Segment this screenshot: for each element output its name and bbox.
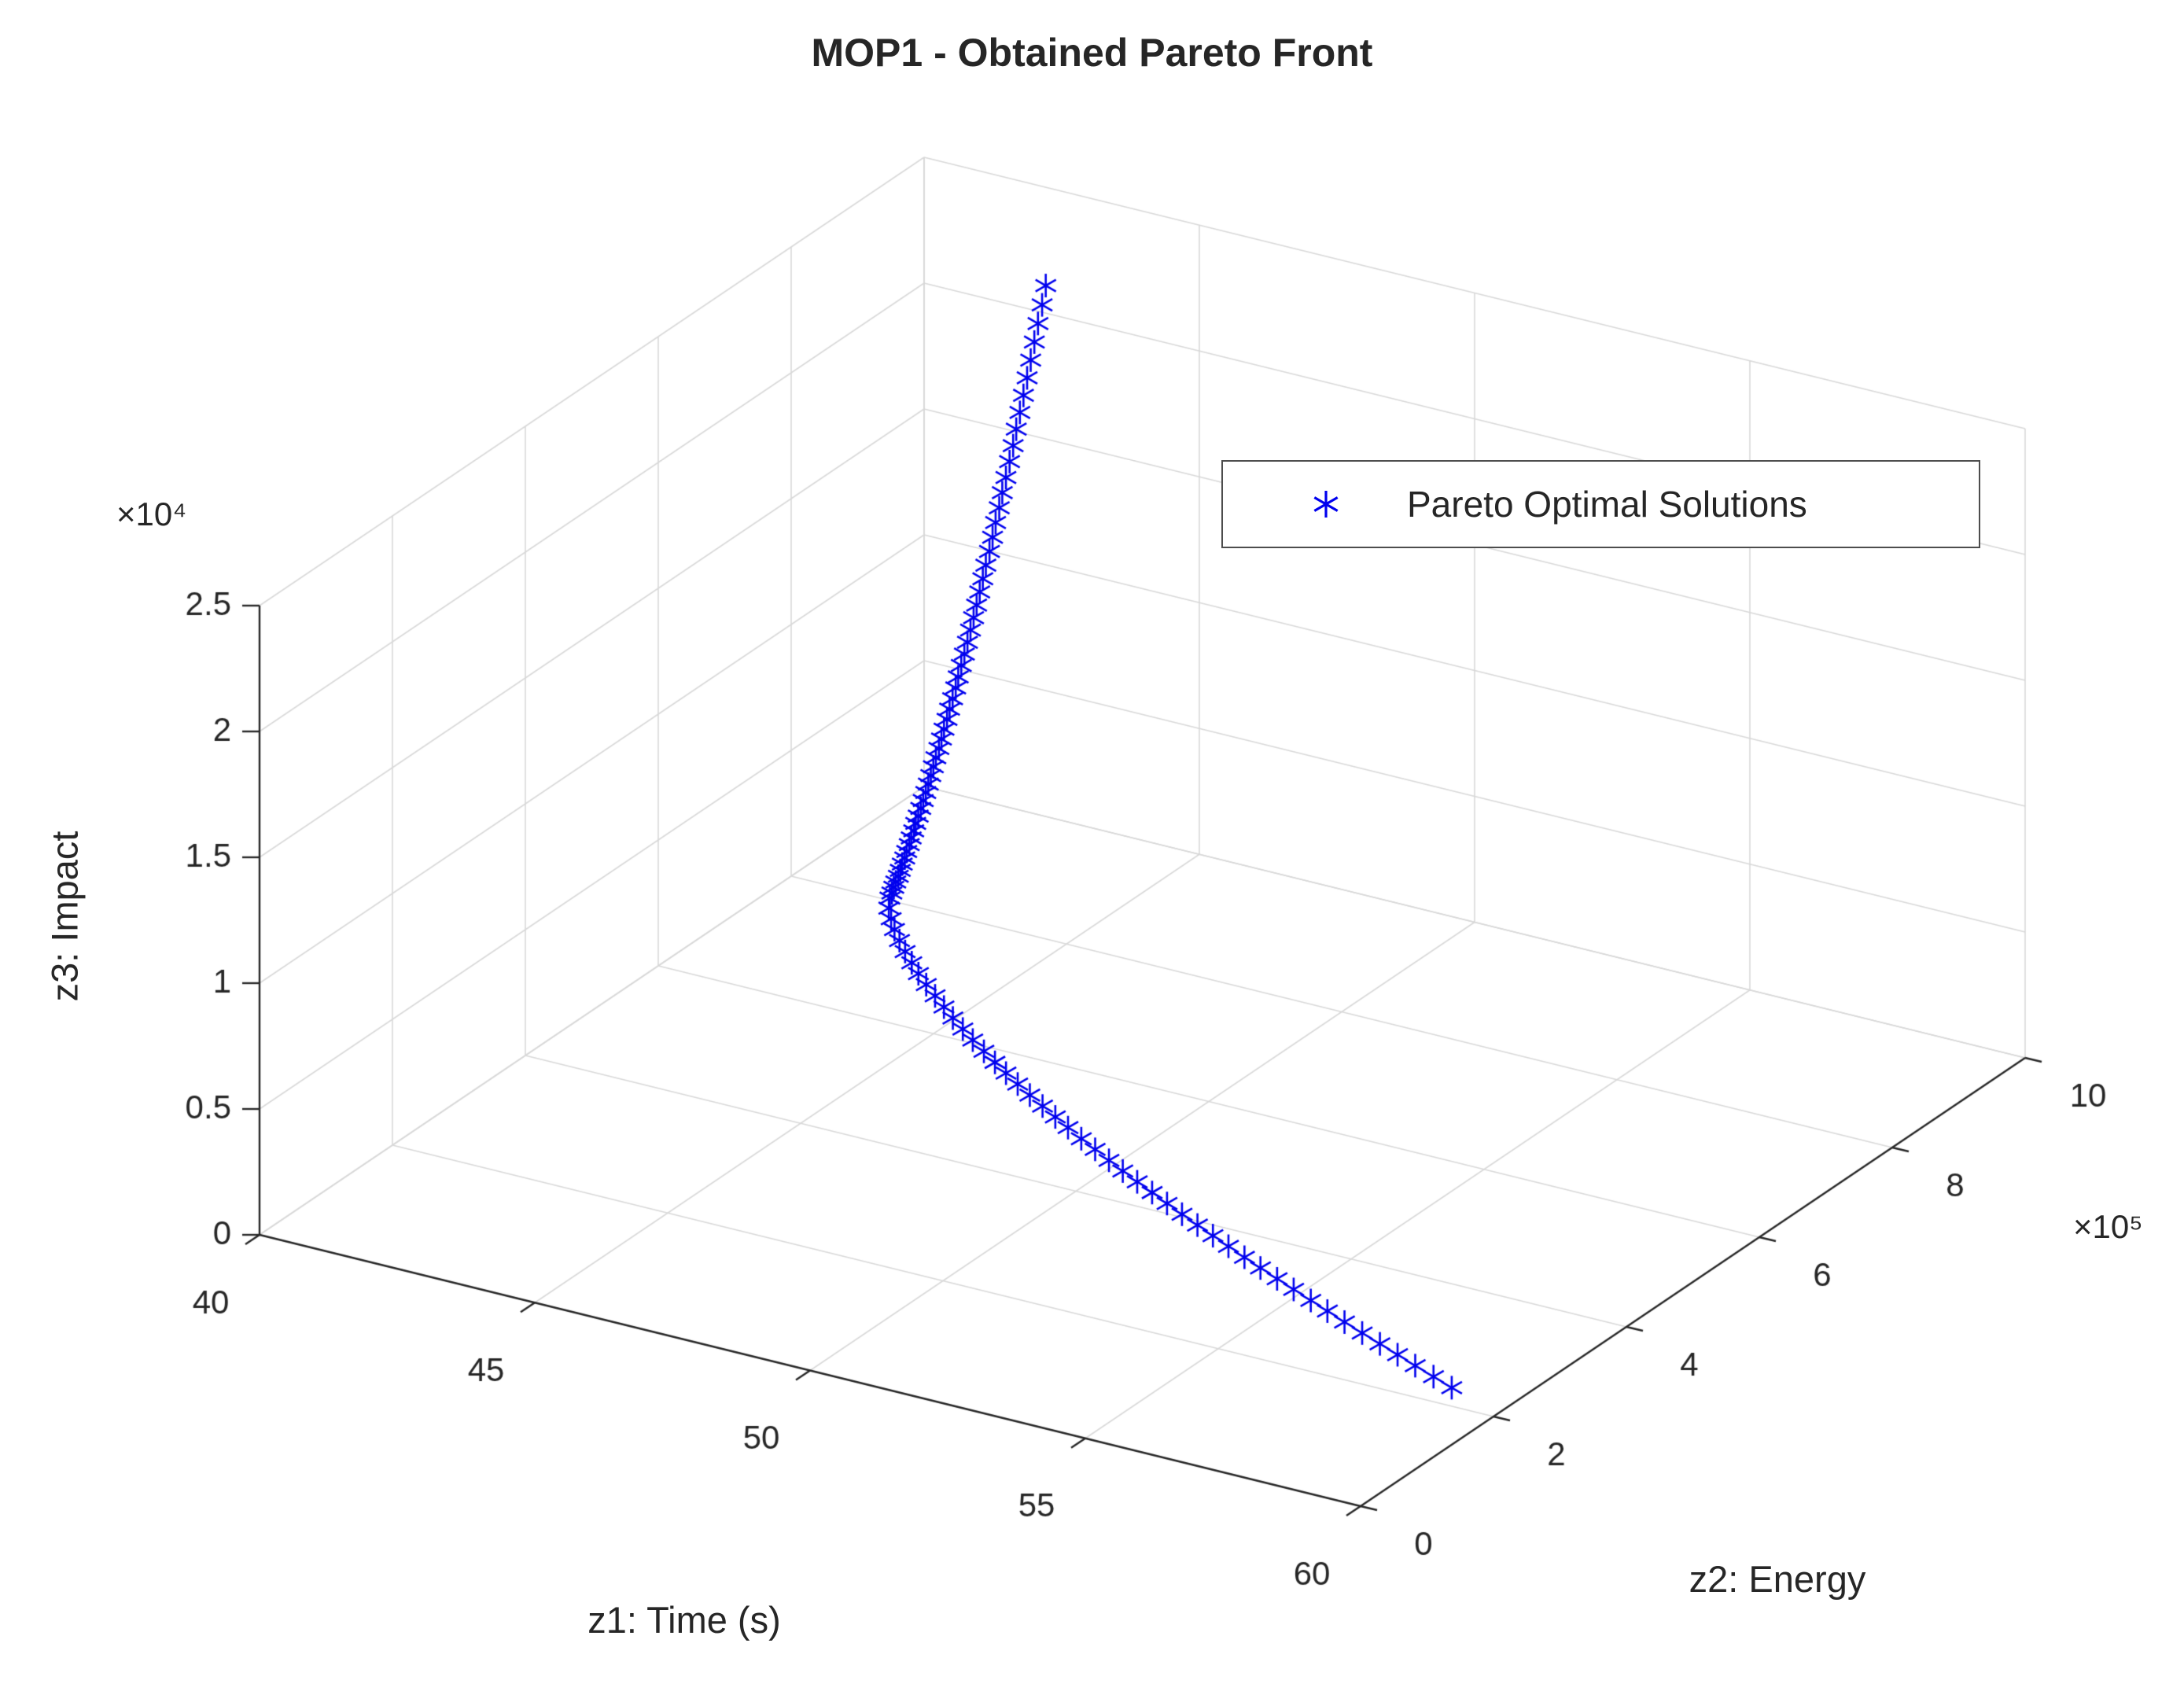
z-axis-label: z3: Impact (43, 831, 86, 1002)
x-axis-label: z1: Time (s) (587, 1599, 781, 1641)
legend-label: Pareto Optimal Solutions (1407, 484, 1807, 525)
plot-title: MOP1 - Obtained Pareto Front (811, 31, 1373, 75)
y-axis-exponent: ×10⁵ (2073, 1208, 2143, 1245)
asterisk-marker-icon (1308, 486, 1344, 522)
legend[interactable]: Pareto Optimal Solutions (1221, 460, 1980, 548)
y-axis-label: z2: Energy (1689, 1558, 1866, 1600)
z-axis-exponent: ×10⁴ (116, 496, 187, 532)
